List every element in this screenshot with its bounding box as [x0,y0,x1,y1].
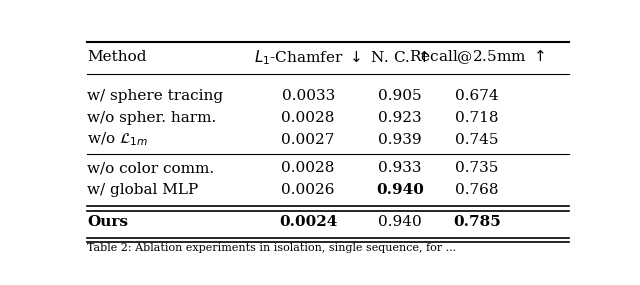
Text: Method: Method [88,50,147,64]
Text: 0.940: 0.940 [378,215,422,229]
Text: w/ sphere tracing: w/ sphere tracing [88,89,223,103]
Text: 0.0028: 0.0028 [282,161,335,175]
Text: 0.0024: 0.0024 [279,215,337,229]
Text: 0.905: 0.905 [378,89,422,103]
Text: 0.940: 0.940 [376,183,424,197]
Text: 0.674: 0.674 [455,89,499,103]
Text: 0.0026: 0.0026 [282,183,335,197]
Text: 0.718: 0.718 [455,111,499,125]
Text: 0.735: 0.735 [455,161,499,175]
Text: 0.923: 0.923 [378,111,422,125]
Text: Table 2: Ablation experiments in isolation, single sequence, for ...: Table 2: Ablation experiments in isolati… [88,243,456,253]
Text: $L_1$-Chamfer $\downarrow$: $L_1$-Chamfer $\downarrow$ [255,48,362,67]
Text: w/ global MLP: w/ global MLP [88,183,198,197]
Text: 0.939: 0.939 [378,133,422,146]
Text: 0.745: 0.745 [455,133,499,146]
Text: Recall@2.5mm $\uparrow$: Recall@2.5mm $\uparrow$ [409,48,545,66]
Text: 0.768: 0.768 [455,183,499,197]
Text: 0.0027: 0.0027 [282,133,335,146]
Text: w/o $\mathcal{L}_{1m}$: w/o $\mathcal{L}_{1m}$ [88,131,149,148]
Text: w/o color comm.: w/o color comm. [88,161,214,175]
Text: Ours: Ours [88,215,129,229]
Text: 0.933: 0.933 [378,161,422,175]
Text: 0.0028: 0.0028 [282,111,335,125]
Text: 0.0033: 0.0033 [282,89,335,103]
Text: N. C. $\uparrow$: N. C. $\uparrow$ [371,50,429,65]
Text: 0.785: 0.785 [453,215,500,229]
Text: w/o spher. harm.: w/o spher. harm. [88,111,217,125]
